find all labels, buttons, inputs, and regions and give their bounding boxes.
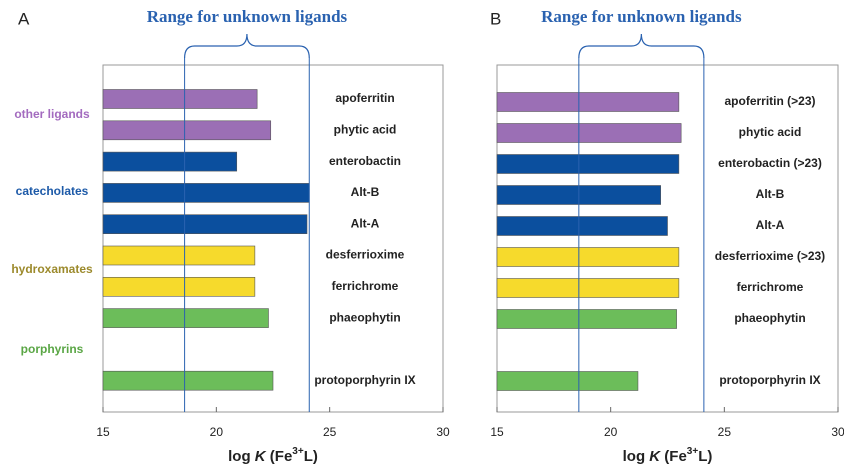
x-tick-label: 30 bbox=[831, 425, 844, 439]
range-brace bbox=[578, 33, 705, 59]
range-annotation: Range for unknown ligands bbox=[147, 7, 348, 26]
x-axis-label-part: log bbox=[623, 448, 650, 465]
plot-frame bbox=[102, 64, 444, 413]
x-axis-label-part: (Fe bbox=[660, 448, 687, 465]
x-tick-label: 15 bbox=[96, 425, 110, 439]
bar-label: desferrioxime (>23) bbox=[715, 249, 825, 263]
bar-label: desferrioxime bbox=[326, 248, 405, 262]
bar bbox=[496, 154, 680, 174]
range-annotation: Range for unknown ligands bbox=[541, 7, 742, 26]
bar-label: phytic acid bbox=[334, 122, 397, 136]
x-axis-label-part: L) bbox=[304, 448, 318, 465]
bar-label: Alt-A bbox=[756, 218, 785, 232]
x-tick-label: 20 bbox=[210, 425, 224, 439]
panel-label: A bbox=[18, 9, 30, 28]
plot-frame bbox=[496, 64, 839, 413]
x-tick-label: 15 bbox=[490, 425, 504, 439]
bar-label: Alt-A bbox=[351, 216, 380, 230]
x-axis-label-part: 3+ bbox=[292, 446, 304, 457]
bar bbox=[496, 247, 680, 267]
bar bbox=[102, 276, 256, 297]
bar bbox=[102, 308, 269, 328]
panel-label: B bbox=[490, 9, 501, 28]
bar-label: phytic acid bbox=[739, 125, 802, 139]
bar-label: apoferritin bbox=[335, 91, 394, 105]
x-axis-label-part: L) bbox=[698, 448, 712, 465]
x-axis-label: log K (Fe3+L) bbox=[228, 446, 318, 465]
bar-label: protoporphyrin IX bbox=[719, 373, 820, 387]
bar bbox=[102, 151, 238, 172]
x-axis-label-part: K bbox=[649, 448, 661, 465]
bar-label: enterobactin (>23) bbox=[718, 156, 822, 170]
bar-label: enterobactin bbox=[329, 154, 401, 168]
x-tick-label: 25 bbox=[323, 425, 337, 439]
x-tick-label: 25 bbox=[718, 425, 732, 439]
group-label: catecholates bbox=[16, 184, 89, 198]
x-axis-label: log K (Fe3+L) bbox=[623, 446, 713, 465]
x-tick-label: 20 bbox=[604, 425, 618, 439]
x-tick-label: 30 bbox=[436, 425, 450, 439]
bar bbox=[496, 92, 680, 112]
x-axis-label-part: (Fe bbox=[266, 448, 293, 465]
bar bbox=[102, 89, 258, 109]
bar bbox=[496, 309, 677, 329]
bar bbox=[102, 370, 274, 391]
bar-label: ferrichrome bbox=[332, 279, 399, 293]
bar bbox=[102, 183, 310, 203]
bar bbox=[496, 278, 680, 298]
group-label: porphyrins bbox=[21, 342, 84, 356]
bar-label: phaeophytin bbox=[734, 311, 805, 325]
bar-label: protoporphyrin IX bbox=[314, 373, 415, 387]
bar bbox=[102, 214, 308, 234]
bar bbox=[102, 120, 272, 141]
range-brace bbox=[184, 33, 310, 59]
x-axis-label-part: 3+ bbox=[687, 446, 699, 457]
group-label: other ligands bbox=[14, 107, 90, 121]
x-axis-label-part: log bbox=[228, 448, 255, 465]
bar-label: Alt-B bbox=[756, 187, 785, 201]
bar bbox=[496, 216, 668, 236]
bar-label: Alt-B bbox=[351, 185, 380, 199]
bar-label: ferrichrome bbox=[737, 280, 804, 294]
bar-label: apoferritin (>23) bbox=[724, 94, 815, 108]
bar bbox=[102, 245, 256, 266]
x-axis-label-part: K bbox=[255, 448, 267, 465]
group-label: hydroxamates bbox=[11, 262, 93, 276]
bar bbox=[496, 123, 682, 143]
bar bbox=[496, 371, 639, 391]
bar-label: phaeophytin bbox=[329, 310, 400, 324]
